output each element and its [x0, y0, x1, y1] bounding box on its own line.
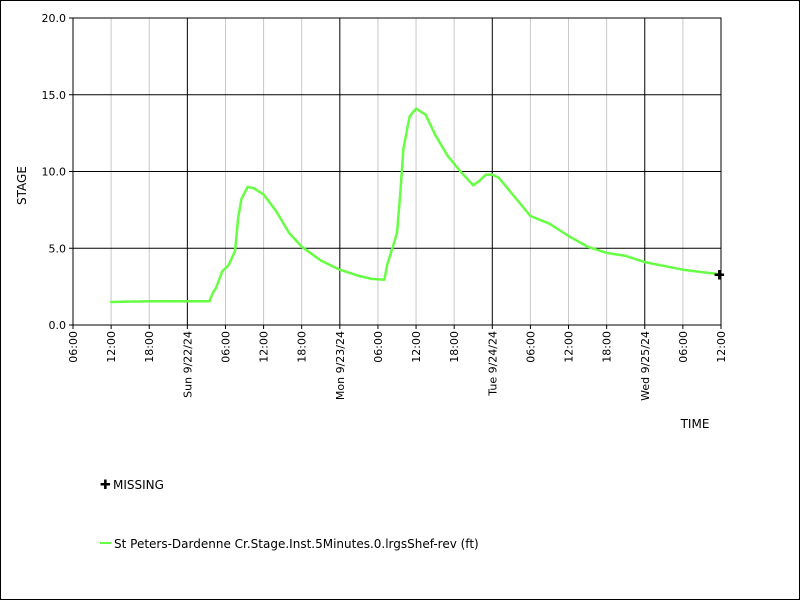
x-axis-label: TIME — [680, 417, 710, 431]
x-tick-label: 18:00 — [143, 331, 156, 363]
legend-series-label: St Peters-Dardenne Cr.Stage.Inst.5Minute… — [114, 537, 479, 551]
y-axis-label: STAGE — [15, 166, 29, 205]
legend: ✚ MISSING St Peters-Dardenne Cr.Stage.In… — [100, 478, 479, 551]
legend-missing-label: MISSING — [113, 478, 164, 492]
missing-marker-icon: ✚ — [100, 478, 111, 493]
x-tick-label: 06:00 — [219, 331, 232, 363]
series-layer — [109, 107, 721, 304]
x-tick-label: Mon 9/23/24 — [334, 331, 347, 400]
x-tick-label: 12:00 — [258, 331, 271, 363]
x-tick-label: 18:00 — [601, 331, 614, 363]
series-line — [109, 107, 721, 304]
x-tick-label: 12:00 — [563, 331, 576, 363]
y-tick-label: 15.0 — [42, 89, 67, 102]
x-axis-ticks: 06:00 12:00 18:00 Sun 9/22/24 06:00 12:00 18:0… — [67, 325, 728, 401]
missing-point: ✚ — [714, 268, 725, 283]
y-axis-ticks: 0.0 5.0 10.0 15.0 20.0 — [42, 12, 73, 332]
y-tick-label: 20.0 — [42, 12, 67, 25]
x-tick-label: 12:00 — [715, 331, 728, 363]
x-tick-label: 06:00 — [372, 331, 385, 363]
y-tick-label: 10.0 — [42, 166, 67, 179]
x-tick-label: 18:00 — [448, 331, 461, 363]
y-tick-label: 5.0 — [49, 242, 67, 255]
missing-markers: ✚ — [714, 268, 725, 283]
x-tick-label: 06:00 — [67, 331, 80, 363]
x-tick-label: Wed 9/25/24 — [639, 331, 652, 401]
x-tick-label: Tue 9/24/24 — [486, 331, 499, 397]
x-tick-label: 12:00 — [410, 331, 423, 363]
x-tick-label: 12:00 — [105, 331, 118, 363]
y-tick-label: 0.0 — [49, 319, 67, 332]
x-tick-label: 18:00 — [296, 331, 309, 363]
x-tick-label: 06:00 — [677, 331, 690, 363]
x-tick-label: 06:00 — [524, 331, 537, 363]
grid — [73, 18, 721, 325]
x-tick-label: Sun 9/22/24 — [181, 331, 194, 398]
